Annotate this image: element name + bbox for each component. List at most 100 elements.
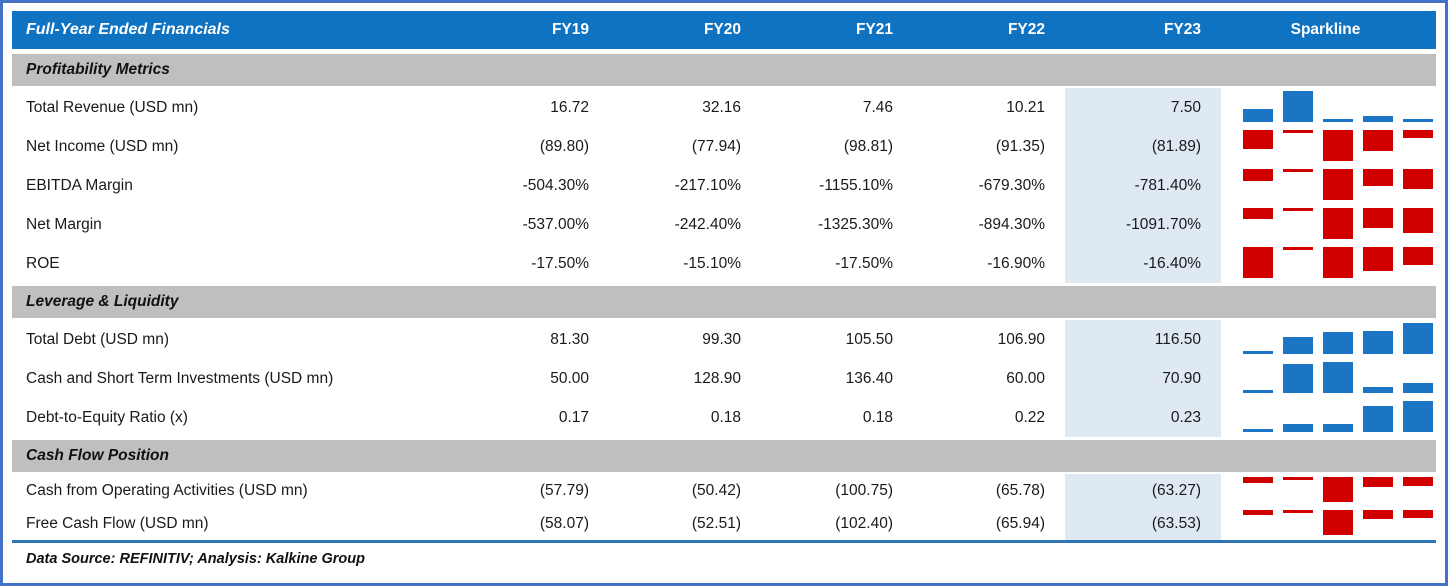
table-row-roe: ROE -17.50% -15.10% -17.50% -16.90% -16.40% (12, 244, 1436, 283)
sparkline-bar (1363, 247, 1393, 271)
sparkline (1221, 507, 1436, 540)
sparkline-bar (1363, 331, 1393, 354)
value-fy19: 50.00 (550, 369, 589, 387)
table-title: Full-Year Ended Financials (26, 21, 230, 38)
sparkline-bar (1323, 247, 1353, 278)
sparkline-bar (1283, 169, 1313, 172)
value-fy19: 0.17 (558, 408, 589, 426)
sparkline-bar (1363, 387, 1393, 393)
sparkline-bar (1323, 510, 1353, 535)
section-header-profitability-metrics: Profitability Metrics (12, 51, 1436, 88)
row-label: Net Margin (26, 215, 102, 233)
value-fy22: 60.00 (1006, 369, 1045, 387)
row-label: Free Cash Flow (USD mn) (26, 514, 209, 532)
sparkline-bar (1283, 130, 1313, 133)
value-fy23: (63.27) (1065, 474, 1221, 507)
value-fy21: -17.50% (835, 254, 893, 272)
value-fy21: 0.18 (862, 408, 893, 426)
row-label: Debt-to-Equity Ratio (x) (26, 408, 188, 426)
value-fy21: (100.75) (835, 481, 893, 499)
row-label: Net Income (USD mn) (26, 137, 179, 155)
sparkline-bar (1283, 510, 1313, 513)
table-row-total-revenue-usd-mn: Total Revenue (USD mn) 16.72 32.16 7.46 10.2… (12, 88, 1436, 127)
value-fy19: 16.72 (550, 98, 589, 116)
table-row-ebitda-margin: EBITDA Margin -504.30% -217.10% -1155.10% -6… (12, 166, 1436, 205)
sparkline-bar (1283, 91, 1313, 122)
value-fy23: 0.23 (1065, 398, 1221, 437)
sparkline-bar (1283, 337, 1313, 354)
sparkline-bar (1323, 477, 1353, 502)
sparkline (1221, 127, 1436, 166)
value-fy21: (98.81) (843, 137, 893, 155)
value-fy19: -537.00% (522, 215, 589, 233)
sparkline-bar (1403, 323, 1433, 354)
value-fy22: (65.94) (995, 514, 1045, 532)
table-header-row: Full-Year Ended Financials FY19 FY20 FY2… (12, 11, 1436, 51)
value-fy19: (58.07) (539, 514, 589, 532)
table-row-total-debt-usd-mn: Total Debt (USD mn) 81.30 99.30 105.50 106.9… (12, 320, 1436, 359)
table-row-net-income-usd-mn: Net Income (USD mn) (89.80) (77.94) (98.81)… (12, 127, 1436, 166)
table-row-cash-and-short-term-investments-usd-mn: Cash and Short Term Investments (USD mn)… (12, 359, 1436, 398)
value-fy21: 7.46 (862, 98, 893, 116)
value-fy19: (89.80) (539, 137, 589, 155)
value-fy23: (81.89) (1065, 127, 1221, 166)
value-fy20: (50.42) (691, 481, 741, 499)
value-fy21: -1325.30% (818, 215, 893, 233)
sparkline-bar (1323, 332, 1353, 354)
column-header-fy22: FY22 (1007, 21, 1045, 38)
section-header-cash-flow-position: Cash Flow Position (12, 437, 1436, 474)
sparkline-bar (1323, 119, 1353, 122)
value-fy21: 105.50 (845, 330, 893, 348)
value-fy19: (57.79) (539, 481, 589, 499)
sparkline-bar (1283, 364, 1313, 393)
section-label: Profitability Metrics (26, 61, 170, 78)
value-fy22: -894.30% (978, 215, 1045, 233)
sparkline (1221, 474, 1436, 507)
sparkline-bar (1323, 362, 1353, 393)
value-fy23: 70.90 (1065, 359, 1221, 398)
value-fy23: 116.50 (1065, 320, 1221, 359)
value-fy20: 128.90 (693, 369, 741, 387)
sparkline (1221, 244, 1436, 283)
sparkline-bar (1363, 169, 1393, 186)
sparkline-bar (1243, 510, 1273, 515)
value-fy23: (63.53) (1065, 507, 1221, 540)
sparkline-bar (1403, 477, 1433, 486)
value-fy20: (52.51) (691, 514, 741, 532)
value-fy23: -781.40% (1065, 166, 1221, 205)
value-fy23: -1091.70% (1065, 205, 1221, 244)
sparkline-bar (1283, 424, 1313, 432)
sparkline-bar (1243, 169, 1273, 181)
value-fy21: 136.40 (845, 369, 893, 387)
sparkline (1221, 398, 1436, 437)
value-fy23: -16.40% (1065, 244, 1221, 283)
sparkline-bar (1363, 208, 1393, 228)
sparkline (1221, 359, 1436, 398)
row-label: Total Debt (USD mn) (26, 330, 169, 348)
sparkline-bar (1403, 510, 1433, 518)
sparkline-bar (1403, 401, 1433, 432)
sparkline-bar (1403, 169, 1433, 189)
section-label: Cash Flow Position (26, 447, 169, 464)
sparkline-bar (1243, 429, 1273, 432)
sparkline-bar (1243, 247, 1273, 278)
column-header-fy23: FY23 (1163, 21, 1201, 38)
table-body: Profitability Metrics Total Revenue (USD … (12, 51, 1436, 540)
value-fy23: 7.50 (1065, 88, 1221, 127)
value-fy19: -17.50% (531, 254, 589, 272)
table-row-net-margin: Net Margin -537.00% -242.40% -1325.30% -894.… (12, 205, 1436, 244)
sparkline-bar (1403, 208, 1433, 233)
value-fy20: 99.30 (702, 330, 741, 348)
sparkline-bar (1323, 130, 1353, 161)
value-fy20: -217.10% (674, 176, 741, 194)
sparkline (1221, 88, 1436, 127)
sparkline-bar (1283, 208, 1313, 211)
row-label: ROE (26, 254, 60, 272)
sparkline-bar (1403, 119, 1433, 122)
sparkline-bar (1363, 477, 1393, 487)
column-header-fy20: FY20 (703, 21, 741, 38)
value-fy21: (102.40) (835, 514, 893, 532)
value-fy20: 32.16 (702, 98, 741, 116)
value-fy21: -1155.10% (819, 176, 893, 194)
